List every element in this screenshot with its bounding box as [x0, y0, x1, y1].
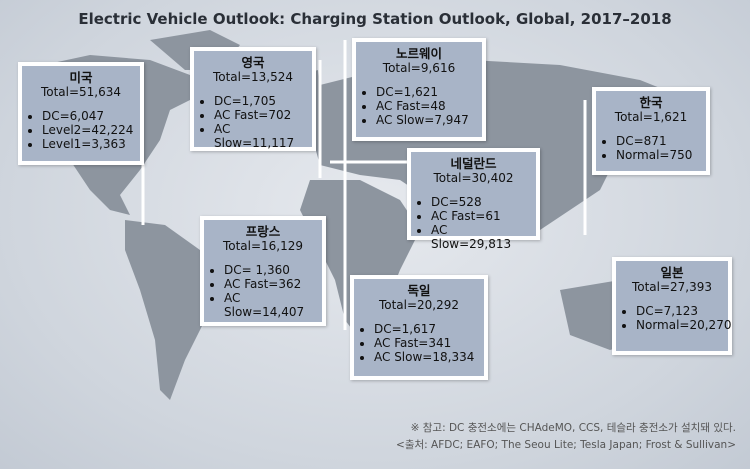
title: Electric Vehicle Outlook: Charging Stati…	[78, 10, 672, 28]
item-list: DC= 1,360AC Fast=362AC Slow=14,407	[210, 263, 316, 319]
total: Total=20,292	[378, 298, 460, 312]
country-name: 독일	[407, 283, 431, 298]
country-name: 미국	[69, 70, 93, 85]
item: DC=1,705	[214, 94, 306, 108]
item-list: DC=528AC Fast=61AC Slow=29,813	[417, 195, 530, 251]
item: DC=528	[431, 195, 530, 209]
item: AC Fast=48	[376, 99, 476, 113]
item: DC=6,047	[42, 109, 134, 123]
notes: ※ 참고: DC 충전소에는 CHAdeMO, CCS, 테슬라 충전소가 설치…	[396, 420, 736, 454]
item: AC Slow=29,813	[431, 223, 530, 251]
item-list: DC=1,705AC Fast=702AC Slow=11,117	[200, 94, 306, 150]
item: AC Fast=341	[374, 336, 478, 350]
item: DC=7,123	[636, 304, 722, 318]
total: Total=51,634	[40, 85, 122, 99]
country-name: 한국	[639, 95, 663, 110]
total: Total=1,621	[614, 110, 688, 124]
country-name: 일본	[660, 265, 684, 280]
country-name: 네덜란드	[450, 156, 497, 171]
item: Normal=750	[616, 148, 700, 162]
item-list: DC=1,617AC Fast=341AC Slow=18,334	[360, 322, 478, 364]
total: Total=27,393	[631, 280, 713, 294]
item: DC=1,617	[374, 322, 478, 336]
item-list: DC=7,123Normal=20,270	[622, 304, 731, 332]
item: AC Fast=702	[214, 108, 306, 122]
source: <출처: AFDC; EAFO; The Seou Lite; Tesla Ja…	[396, 439, 736, 451]
item: AC Slow=18,334	[374, 350, 478, 364]
item-list: DC=871Normal=750	[602, 134, 700, 162]
total: Total=30,402	[433, 171, 514, 185]
item: DC=1,621	[376, 85, 476, 99]
item: DC= 1,360	[224, 263, 316, 277]
item: AC Fast=61	[431, 209, 530, 223]
country-name: 노르웨이	[395, 46, 442, 61]
item-list: DC=1,621AC Fast=48AC Slow=7,947	[362, 85, 476, 127]
total: Total=16,129	[222, 239, 304, 253]
item-list: DC=6,047Level2=42,224Level1=3,363	[28, 109, 134, 151]
item: Level1=3,363	[42, 137, 134, 151]
note: ※ 참고: DC 충전소에는 CHAdeMO, CCS, 테슬라 충전소가 설치…	[410, 422, 736, 434]
total: Total=9,616	[382, 61, 456, 75]
item: Level2=42,224	[42, 123, 134, 137]
item: AC Slow=14,407	[224, 291, 316, 319]
item: Normal=20,270	[636, 318, 731, 332]
country-name: 영국	[241, 55, 265, 70]
total: Total=13,524	[212, 70, 294, 84]
item: DC=871	[616, 134, 700, 148]
item: AC Fast=362	[224, 277, 316, 291]
country-name: 프랑스	[245, 224, 281, 239]
item: AC Slow=11,117	[214, 122, 306, 150]
item: AC Slow=7,947	[376, 113, 476, 127]
